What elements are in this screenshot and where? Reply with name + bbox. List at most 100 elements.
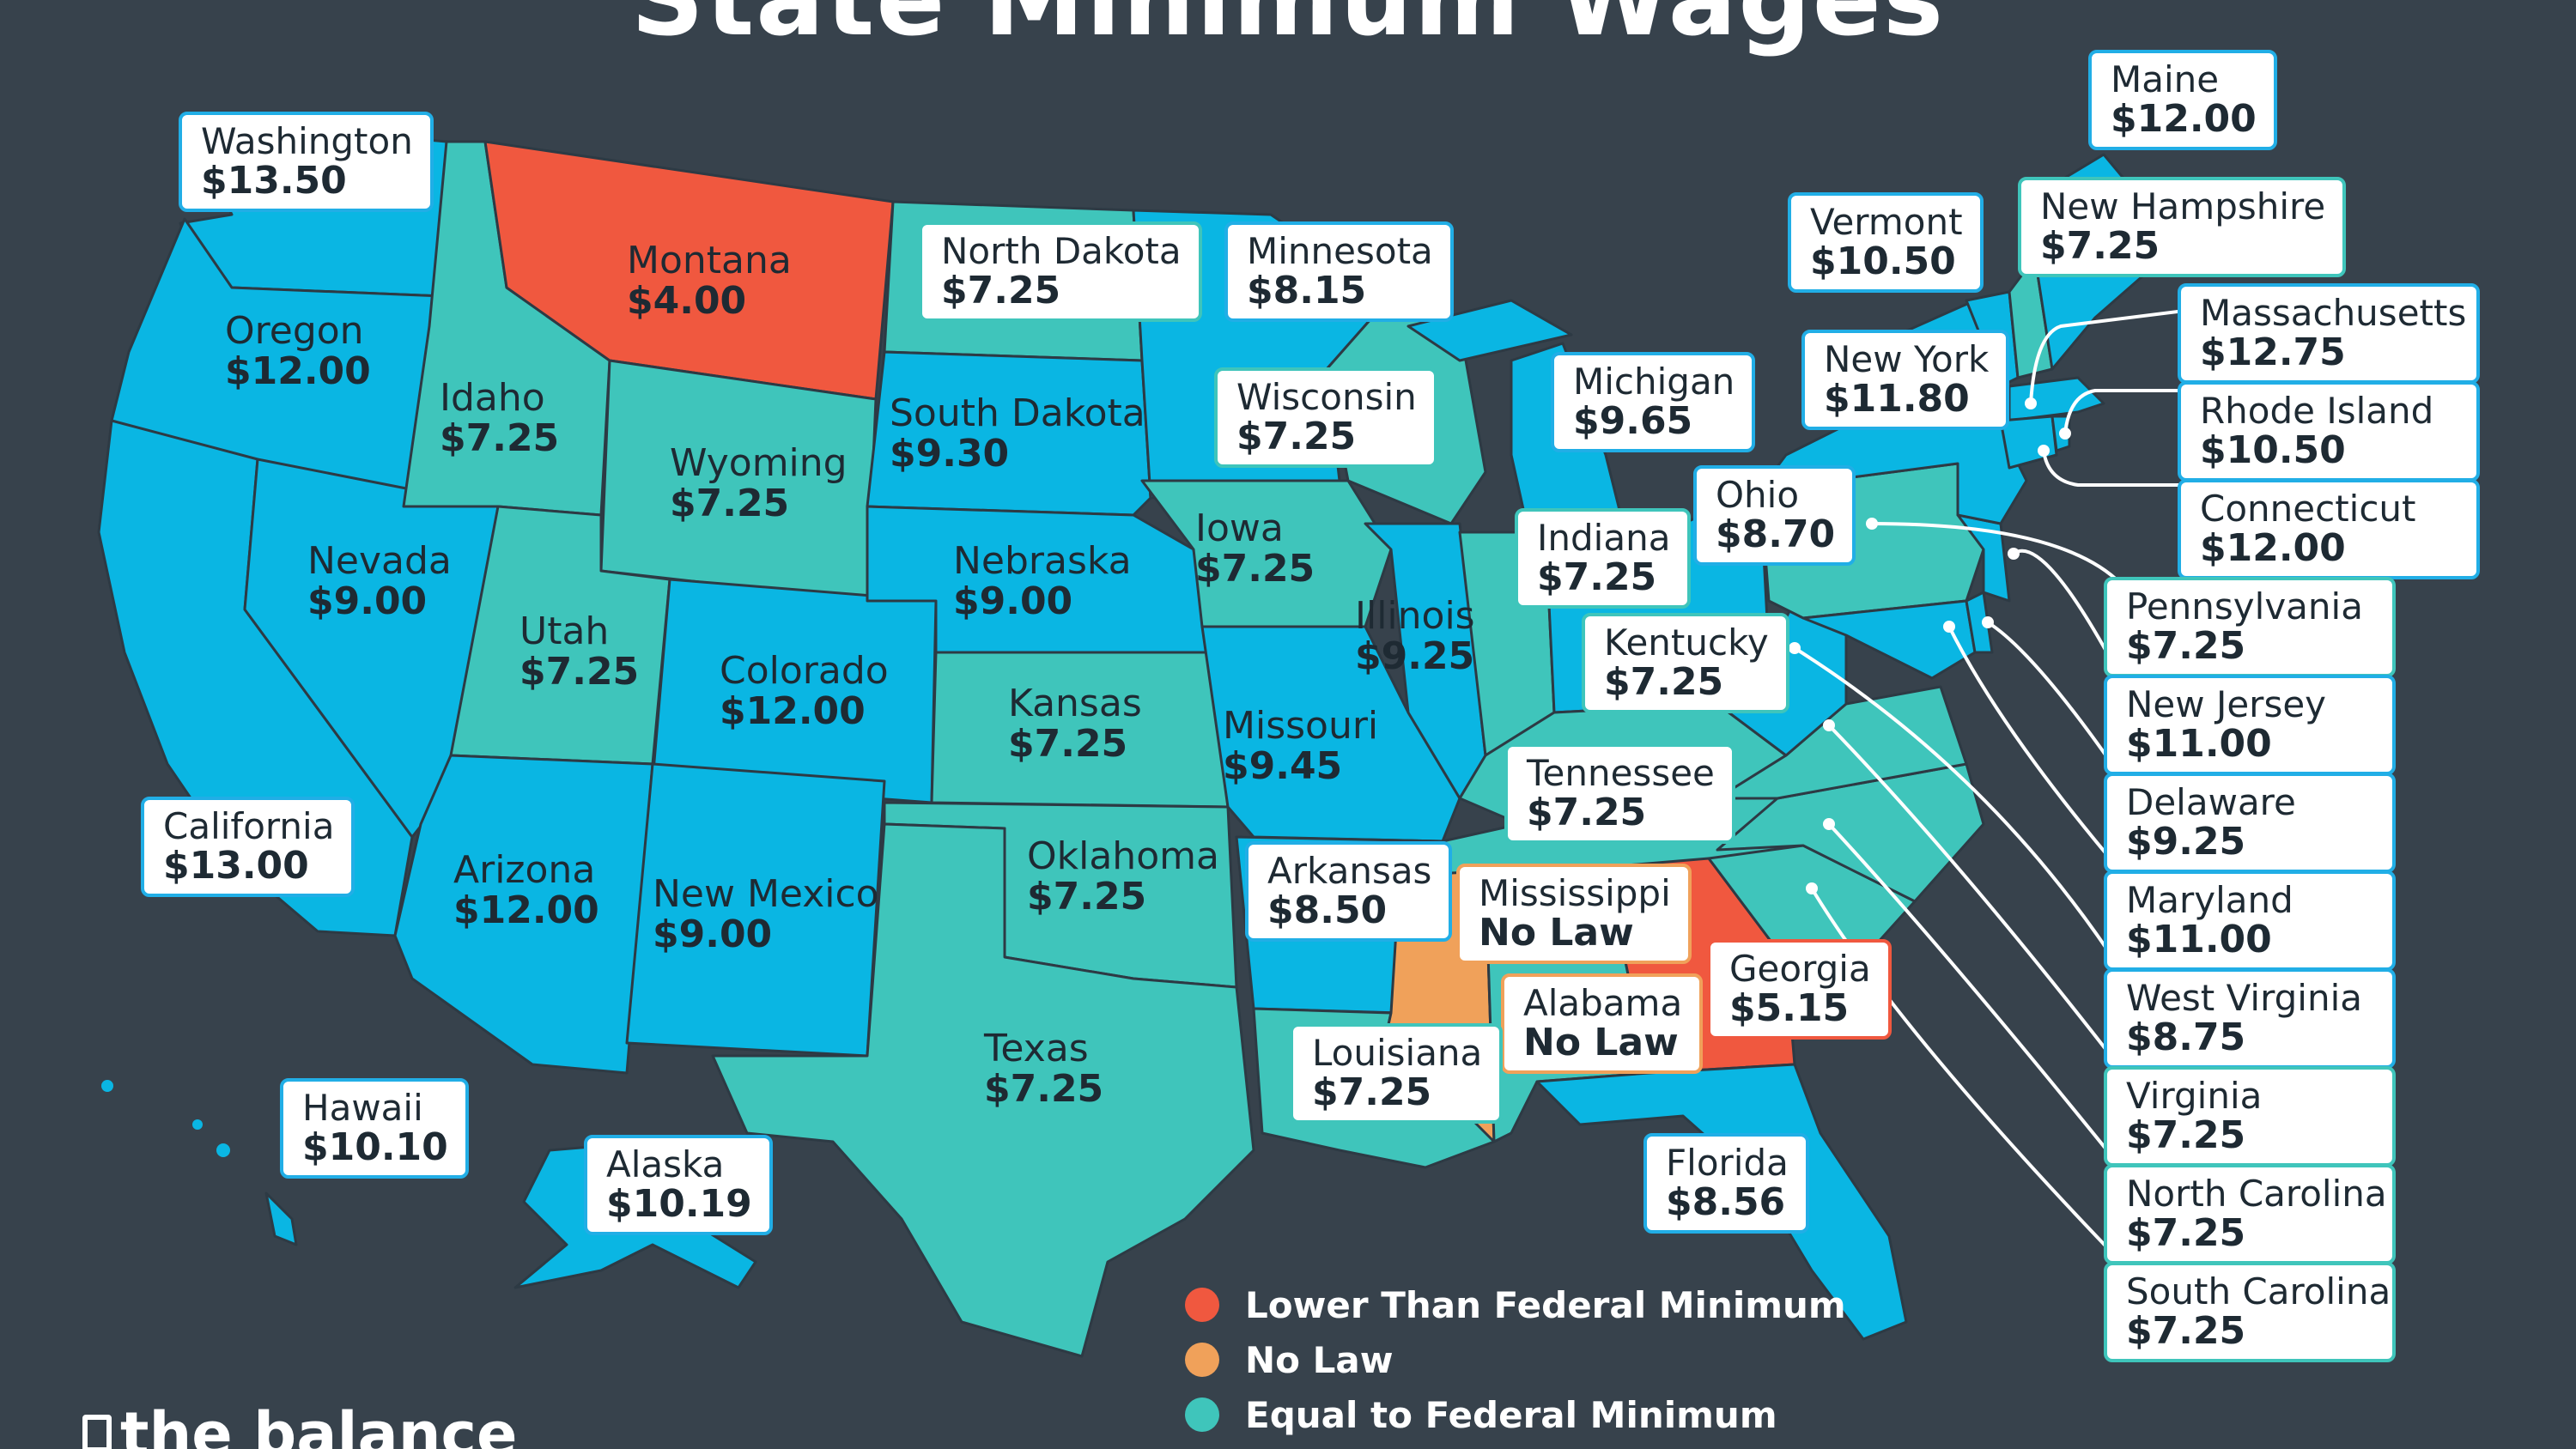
callout-connecticut: Connecticut $12.00 <box>2178 479 2480 579</box>
label-kansas: Kansas $7.25 <box>1008 682 1142 767</box>
leader-delaware <box>1986 621 2123 779</box>
hawaii-island <box>216 1143 230 1157</box>
legend: Lower Than Federal Minimum No Law Equal … <box>1185 1277 1846 1442</box>
callout-maryland: Maryland $11.00 <box>2104 870 2396 971</box>
callout-maine: Maine $12.00 <box>2088 50 2277 150</box>
callout-florida: Florida $8.56 <box>1643 1133 1809 1234</box>
leader-west-virginia <box>1793 646 2123 972</box>
label-nevada: Nevada $9.00 <box>307 539 452 624</box>
leader-dot <box>1982 616 1994 628</box>
label-colorado: Colorado $12.00 <box>720 649 889 734</box>
callout-south-carolina: South Carolina $7.25 <box>2104 1262 2396 1362</box>
label-texas: Texas $7.25 <box>984 1027 1104 1112</box>
leader-rhode-island <box>2063 389 2198 434</box>
label-oklahoma: Oklahoma $7.25 <box>1027 834 1219 919</box>
legend-dot-lower <box>1185 1288 1219 1322</box>
callout-ohio: Ohio $8.70 <box>1693 465 1856 566</box>
state-florida <box>1535 1063 1908 1341</box>
label-utah: Utah $7.25 <box>519 609 640 694</box>
legend-label-no-law: No Law <box>1245 1338 1394 1381</box>
legend-item-no-law: No Law <box>1185 1332 1846 1387</box>
label-iowa: Iowa $7.25 <box>1195 506 1315 591</box>
legend-item-lower: Lower Than Federal Minimum <box>1185 1277 1846 1332</box>
leader-dot <box>1943 621 1955 633</box>
label-wyoming: Wyoming $7.25 <box>670 441 848 526</box>
callout-arkansas: Arkansas $8.50 <box>1245 841 1453 942</box>
callout-new-jersey: New Jersey $11.00 <box>2104 675 2396 775</box>
state-michigan-upper <box>1406 299 1573 362</box>
callout-minnesota: Minnesota $8.15 <box>1224 221 1454 322</box>
leader-dot <box>1823 719 1835 731</box>
label-missouri: Missouri $9.45 <box>1223 704 1379 789</box>
state-texas <box>711 822 1255 1358</box>
brand-logo-text: the balance <box>120 1399 518 1449</box>
label-illinois: Illinois $9.25 <box>1355 594 1475 679</box>
state-delaware <box>1965 591 1994 654</box>
brand-logo-icon <box>82 1415 112 1449</box>
callout-alaska: Alaska $10.19 <box>584 1135 773 1235</box>
callout-west-virginia: West Virginia $8.75 <box>2104 968 2396 1069</box>
callout-hawaii: Hawaii $10.10 <box>280 1078 469 1179</box>
callout-indiana: Indiana $7.25 <box>1515 508 1692 609</box>
callout-california: California $13.00 <box>141 797 355 897</box>
callout-north-dakota: North Dakota $7.25 <box>919 221 1202 322</box>
callout-washington: Washington $13.50 <box>179 112 434 212</box>
leader-dot <box>1789 642 1801 654</box>
label-arizona: Arizona $12.00 <box>453 848 599 933</box>
label-montana: Montana $4.00 <box>627 239 792 324</box>
leader-north-carolina <box>1827 822 2123 1169</box>
state-south-dakota <box>866 350 1152 517</box>
legend-item-equal: Equal to Federal Minimum <box>1185 1387 1846 1442</box>
label-south-dakota: South Dakota $9.30 <box>890 391 1145 476</box>
callout-vermont: Vermont $10.50 <box>1788 192 1984 293</box>
leader-south-carolina <box>1810 887 2123 1264</box>
legend-label-equal: Equal to Federal Minimum <box>1245 1393 1777 1436</box>
leader-dot <box>1806 882 1818 894</box>
hawaii-island <box>192 1119 203 1130</box>
callout-mississippi: Mississippi No Law <box>1456 864 1692 964</box>
leader-dot <box>2025 397 2037 409</box>
callout-rhode-island: Rhode Island $10.50 <box>2178 381 2480 482</box>
callout-georgia: Georgia $5.15 <box>1707 939 1892 1040</box>
hawaii-island <box>101 1080 113 1092</box>
state-maryland <box>1801 599 1977 680</box>
callout-virginia: Virginia $7.25 <box>2104 1066 2396 1167</box>
leader-virginia <box>1827 724 2123 1070</box>
state-connecticut <box>1999 415 2058 470</box>
leader-dot <box>2038 445 2050 457</box>
state-hawaii <box>264 1191 298 1246</box>
callout-tennessee: Tennessee $7.25 <box>1504 743 1735 844</box>
label-idaho: Idaho $7.25 <box>440 376 560 461</box>
callout-new-hampshire: New Hampshire $7.25 <box>2018 177 2347 277</box>
leader-new-jersey <box>2012 549 2123 679</box>
label-oregon: Oregon $12.00 <box>225 309 371 394</box>
leader-dot <box>1866 518 1878 530</box>
callout-new-york: New York $11.80 <box>1801 330 2010 430</box>
callout-alabama: Alabama No Law <box>1501 973 1704 1074</box>
callout-massachusetts: Massachusetts $12.75 <box>2178 283 2480 384</box>
leader-dots <box>1789 397 2071 894</box>
legend-dot-equal <box>1185 1397 1219 1432</box>
leader-dot <box>2008 548 2020 560</box>
state-massachusetts <box>2008 376 2105 422</box>
leader-pennsylvania <box>1871 522 2123 585</box>
callout-delaware: Delaware $9.25 <box>2104 773 2396 873</box>
callout-wisconsin: Wisconsin $7.25 <box>1214 367 1437 468</box>
callout-north-carolina: North Carolina $7.25 <box>2104 1164 2396 1264</box>
label-new-mexico: New Mexico $9.00 <box>653 872 879 957</box>
leader-massachusetts <box>2029 307 2199 404</box>
legend-dot-no-law <box>1185 1343 1219 1377</box>
legend-label-lower: Lower Than Federal Minimum <box>1245 1283 1846 1326</box>
callout-louisiana: Louisiana $7.25 <box>1290 1023 1504 1124</box>
state-missouri <box>1200 625 1461 843</box>
leader-lines <box>1793 307 2199 1264</box>
page-title: State Minimum Wages <box>0 0 2576 58</box>
leader-dot <box>2059 427 2071 440</box>
callout-michigan: Michigan $9.65 <box>1551 352 1756 452</box>
label-nebraska: Nebraska $9.00 <box>953 539 1132 624</box>
leader-dot <box>1823 818 1835 830</box>
leader-maryland <box>1947 626 2123 873</box>
callout-pennsylvania: Pennsylvania $7.25 <box>2104 577 2396 677</box>
callout-kentucky: Kentucky $7.25 <box>1582 613 1789 713</box>
